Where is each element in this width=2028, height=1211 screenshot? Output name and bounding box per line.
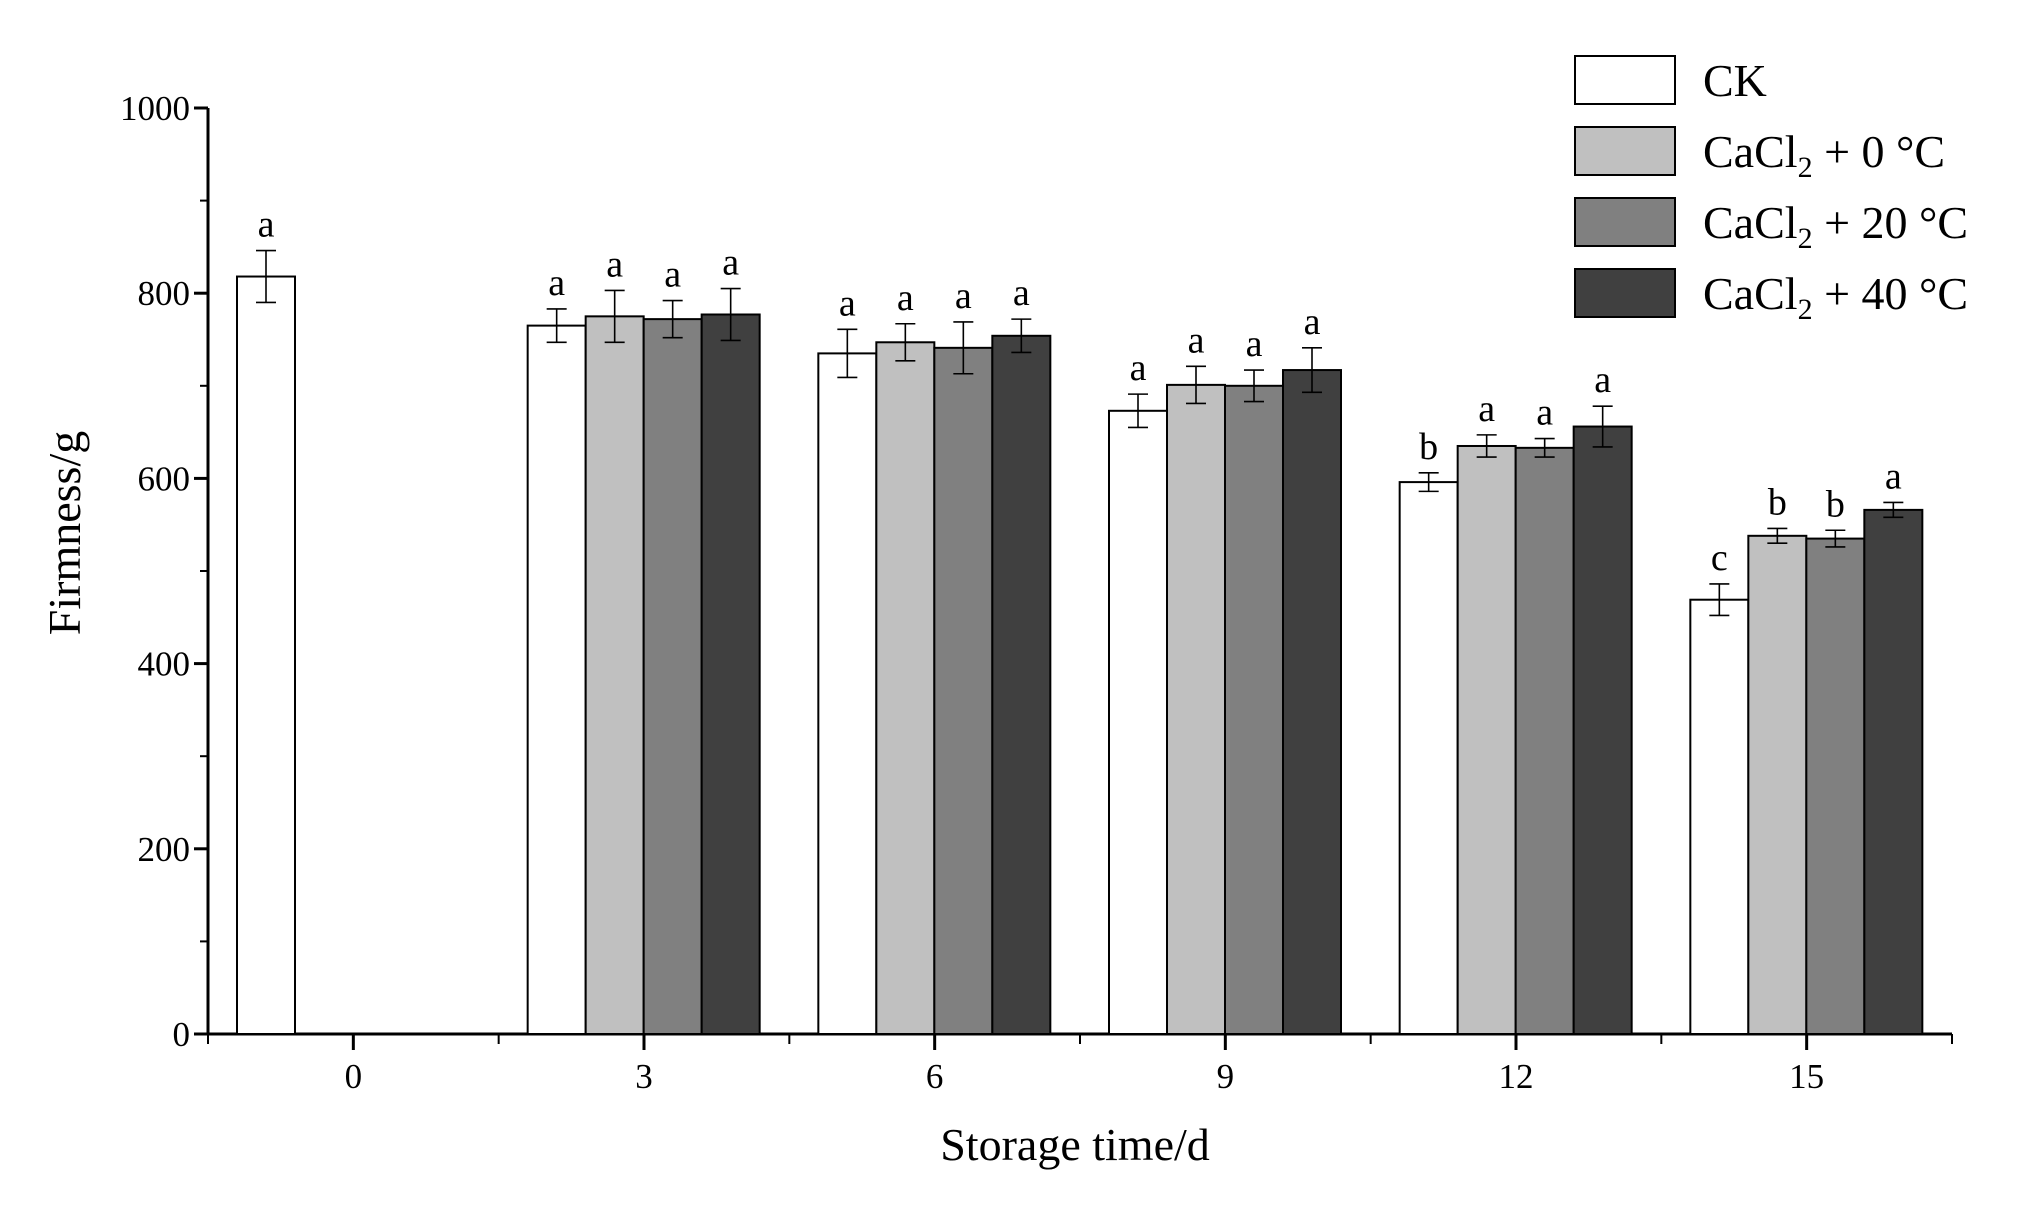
bar [1224, 384, 1284, 1035]
bar [236, 275, 296, 1036]
legend-swatch [1574, 197, 1676, 247]
bars-layer [236, 249, 1924, 1036]
significance-label: b [1768, 481, 1787, 523]
significance-label: a [897, 277, 914, 319]
legend-entry: CK [1703, 55, 1767, 106]
bar [875, 341, 936, 1035]
y-tick-label: 1000 [120, 89, 190, 128]
significance-label: a [548, 262, 565, 304]
legend-swatch [1574, 268, 1676, 318]
x-tick-label: 12 [1499, 1057, 1534, 1096]
bar [1689, 598, 1750, 1035]
significance-label: a [1594, 359, 1611, 401]
significance-label: a [258, 204, 275, 246]
bar [1863, 508, 1924, 1036]
x-axis-title: Storage time/d [940, 1119, 1210, 1170]
bar [1747, 534, 1808, 1035]
significance-label: b [1419, 426, 1438, 468]
y-axis-title: Firmness/g [39, 431, 90, 635]
bar [1282, 369, 1342, 1036]
significance-label: c [1711, 537, 1728, 579]
significance-label: a [1304, 301, 1321, 343]
x-tick-label: 3 [635, 1057, 653, 1096]
y-tick-label: 200 [138, 830, 191, 869]
significance-label: a [664, 254, 681, 296]
axes-layer: 0 200 400 600 800 1000 0 3 6 9 12 15 [120, 89, 1953, 1096]
bar [933, 346, 994, 1036]
bar [1572, 425, 1633, 1035]
bar [1805, 537, 1866, 1036]
x-tick-label: 15 [1789, 1057, 1824, 1096]
significance-label: a [606, 243, 623, 285]
bar [642, 318, 703, 1035]
significance-label: a [722, 242, 739, 284]
bar [991, 334, 1052, 1035]
legend-entry: CaCl2 + 0 °C [1703, 126, 1945, 184]
significance-label: a [1536, 392, 1553, 434]
y-tick-label: 400 [138, 645, 191, 684]
bar [1166, 383, 1226, 1035]
significance-label: a [1188, 319, 1205, 361]
significance-label: b [1826, 483, 1845, 525]
bar [584, 315, 645, 1036]
legend-entry: CaCl2 + 20 °C [1703, 197, 1968, 255]
legend-entry: CaCl2 + 40 °C [1703, 268, 1968, 326]
bar [526, 324, 587, 1035]
bar [1398, 481, 1459, 1035]
y-tick-label: 600 [138, 459, 191, 498]
legend-swatch [1574, 55, 1676, 105]
x-tick-label: 9 [1217, 1057, 1235, 1096]
x-tick-label: 6 [926, 1057, 944, 1096]
significance-label: a [839, 282, 856, 324]
x-tick-label: 0 [345, 1057, 363, 1096]
significance-label: a [1246, 323, 1263, 365]
significance-label: a [1130, 347, 1147, 389]
significance-label: a [1013, 272, 1030, 314]
significance-label: a [955, 275, 972, 317]
y-tick-label: 0 [173, 1015, 191, 1054]
legend-swatch [1574, 126, 1676, 176]
legend: CK CaCl2 + 0 °C CaCl2 + 20 °C CaCl2 + 40 °C [1574, 55, 1968, 326]
bar [1108, 409, 1168, 1035]
significance-label: a [1478, 388, 1495, 430]
significance-label: a [1885, 455, 1902, 497]
bar [817, 352, 878, 1035]
bar [700, 313, 761, 1035]
bar [1456, 444, 1517, 1035]
y-tick-label: 800 [138, 274, 191, 313]
bar [1514, 446, 1575, 1036]
